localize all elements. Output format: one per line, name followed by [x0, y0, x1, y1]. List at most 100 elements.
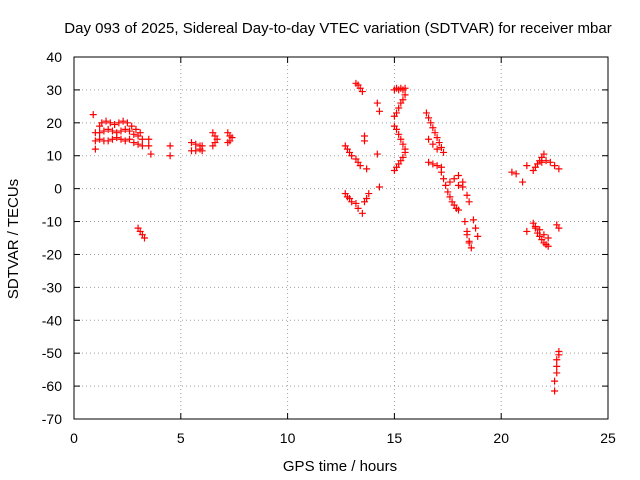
data-point [431, 129, 439, 137]
data-point [553, 356, 561, 364]
data-point [508, 168, 516, 176]
data-point [130, 130, 138, 138]
data-point [465, 198, 473, 206]
y-tick-label: -40 [42, 312, 62, 328]
data-point [375, 183, 383, 191]
data-point [113, 134, 121, 142]
y-axis-title: SDTVAR / TECUs [5, 179, 22, 299]
data-point [536, 226, 544, 234]
data-point [356, 162, 364, 170]
data-point [91, 137, 99, 145]
data-point [399, 140, 407, 148]
y-tick-label: 40 [46, 49, 62, 65]
data-point [538, 158, 546, 166]
data-point [437, 168, 445, 176]
data-point [104, 137, 112, 145]
data-point [544, 234, 552, 242]
data-point [540, 231, 548, 239]
data-point [555, 348, 563, 356]
data-point [446, 193, 454, 201]
data-point [472, 224, 480, 232]
data-point [454, 206, 462, 214]
data-point [187, 139, 195, 147]
data-point [395, 130, 403, 138]
data-point [401, 148, 409, 156]
data-point [192, 147, 200, 155]
data-point [454, 181, 462, 189]
data-point [442, 181, 450, 189]
data-point [91, 145, 99, 153]
data-point [98, 119, 106, 127]
data-point [461, 218, 469, 226]
y-tick-label: -20 [42, 246, 62, 262]
data-point [523, 162, 531, 170]
data-point [433, 134, 441, 142]
data-point [427, 119, 435, 127]
data-point [123, 119, 131, 127]
data-point [531, 222, 539, 230]
data-point [551, 377, 559, 385]
data-point [429, 140, 437, 148]
data-point [134, 140, 142, 148]
data-point [397, 135, 405, 143]
x-axis-title: GPS time / hours [283, 458, 397, 475]
data-point [555, 224, 563, 232]
data-point [117, 135, 125, 143]
data-point [348, 198, 356, 206]
data-point [401, 91, 409, 99]
x-tick-label: 10 [280, 430, 296, 446]
data-point [209, 142, 217, 150]
y-tick-label: 30 [46, 82, 62, 98]
y-tick-label: -10 [42, 214, 62, 230]
data-point [115, 119, 123, 127]
data-point [459, 183, 467, 191]
data-point [425, 114, 433, 122]
data-point [147, 150, 155, 158]
y-tick-label: 10 [46, 148, 62, 164]
data-point [444, 188, 452, 196]
data-point [145, 135, 153, 143]
data-point [401, 84, 409, 92]
data-point [542, 157, 550, 165]
data-point [119, 117, 127, 125]
plot-frame [73, 56, 609, 420]
data-point [140, 234, 148, 242]
data-point [111, 120, 119, 128]
data-point [134, 132, 142, 140]
y-tick-label: 0 [54, 181, 62, 197]
data-point [126, 135, 134, 143]
data-point [553, 369, 561, 377]
data-point [534, 160, 542, 168]
data-point [429, 124, 437, 132]
data-point [166, 142, 174, 150]
data-point [555, 165, 563, 173]
data-point [422, 109, 430, 117]
data-point [546, 158, 554, 166]
data-point [454, 171, 462, 179]
data-point [138, 142, 146, 150]
data-point [348, 152, 356, 160]
data-point [358, 209, 366, 217]
x-tick-label: 15 [387, 430, 403, 446]
data-point [463, 231, 471, 239]
data-point [395, 104, 403, 112]
data-point [192, 140, 200, 148]
data-point [433, 145, 441, 153]
data-point [469, 216, 477, 224]
data-point [425, 158, 433, 166]
data-point [465, 239, 473, 247]
y-tick-label: 20 [46, 115, 62, 131]
data-point [446, 178, 454, 186]
data-point [138, 135, 146, 143]
y-tick-label: -30 [42, 279, 62, 295]
data-point [467, 244, 475, 252]
data-point [224, 139, 232, 147]
y-tick-label: -50 [42, 345, 62, 361]
data-point [96, 135, 104, 143]
data-point [435, 139, 443, 147]
data-point [121, 137, 129, 145]
data-point [551, 162, 559, 170]
data-point [96, 129, 104, 137]
data-point [365, 190, 373, 198]
